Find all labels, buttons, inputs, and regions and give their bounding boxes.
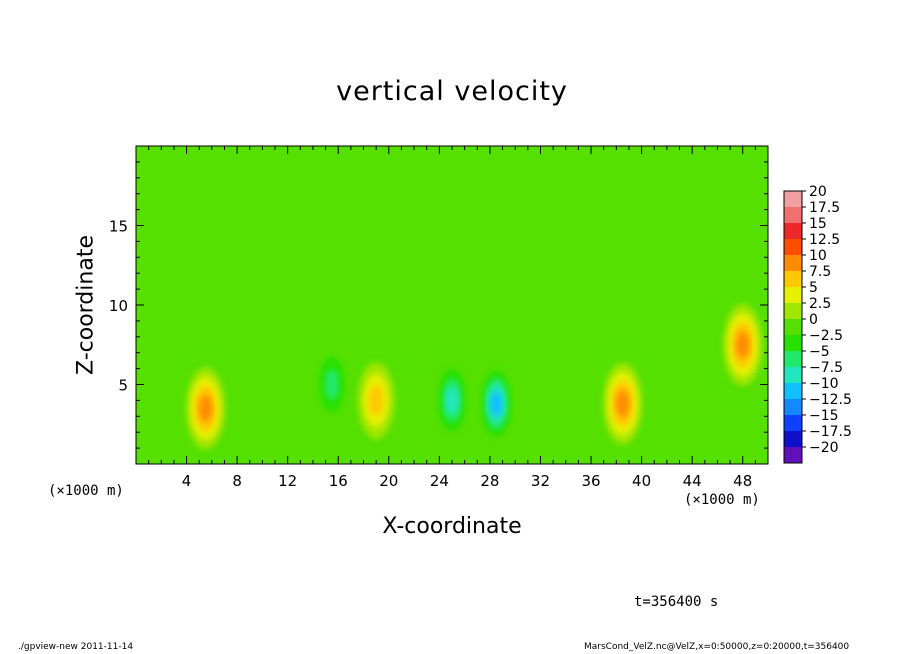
colorbar-swatch-5 <box>784 271 802 288</box>
field-feature-6-contour-4 <box>490 391 503 416</box>
x-tick-label-8: 8 <box>232 472 242 490</box>
footer-left: ./gpview-new 2011-11-14 <box>18 642 134 652</box>
colorbar-label-2: 15 <box>809 216 827 232</box>
colorbar-label-3: 12.5 <box>809 232 840 248</box>
colorbar-swatch-16 <box>784 447 802 464</box>
y-tick-label-5: 5 <box>118 377 128 395</box>
x-tick-label-24: 24 <box>430 472 449 490</box>
colorbar-swatch-2 <box>784 223 802 240</box>
field-feature-5-contour-3 <box>445 387 459 414</box>
colorbar-swatch-14 <box>784 415 802 432</box>
colorbar-label-5: 7.5 <box>809 264 831 280</box>
colorbar-swatch-11 <box>784 367 802 384</box>
field-feature-1-contour-3 <box>368 385 384 416</box>
x-tick-label-4: 4 <box>182 472 192 490</box>
y-axis: 5 10 15 <box>109 161 768 449</box>
colorbar-swatch-0 <box>784 191 802 208</box>
x-tick-label-36: 36 <box>581 472 600 490</box>
colorbar-swatch-9 <box>784 335 802 352</box>
y-axis-label: Z-coordinate <box>73 235 99 375</box>
colorbar-swatch-4 <box>784 255 802 272</box>
x-tick-label-20: 20 <box>379 472 398 490</box>
x-tick-label-12: 12 <box>278 472 297 490</box>
x-unit-label-right: (×1000 m) <box>684 492 760 508</box>
x-tick-label-28: 28 <box>480 472 499 490</box>
plot-area <box>136 146 768 464</box>
colorbar-label-9: −2.5 <box>809 328 843 344</box>
colorbar: 2017.51512.5107.552.50−2.5−5−7.5−10−12.5… <box>783 184 852 464</box>
colorbar-label-0: 20 <box>809 184 827 200</box>
footer-right: MarsCond_VelZ.nc@VelZ,x=0:50000,z=0:2000… <box>584 642 850 652</box>
colorbar-swatch-13 <box>784 399 802 416</box>
colorbar-label-10: −5 <box>809 344 830 360</box>
x-axis: 4 8 12 16 20 24 28 32 36 40 44 48 <box>148 146 756 490</box>
field-feature-2-contour-4 <box>616 390 630 418</box>
colorbar-swatch-10 <box>784 351 802 368</box>
x-axis-label: X-coordinate <box>382 514 522 539</box>
y-tick-label-15: 15 <box>109 218 128 236</box>
colorbar-label-4: 10 <box>809 248 827 264</box>
x-tick-label-32: 32 <box>531 472 550 490</box>
colorbar-label-6: 5 <box>809 280 818 296</box>
colorbar-swatch-1 <box>784 207 802 224</box>
x-tick-label-48: 48 <box>733 472 752 490</box>
colorbar-label-11: −7.5 <box>809 360 843 376</box>
field-features <box>181 294 767 459</box>
colorbar-swatch-8 <box>784 319 802 336</box>
colorbar-label-15: −17.5 <box>809 424 852 440</box>
colorbar-label-12: −10 <box>809 376 839 392</box>
colorbar-swatch-15 <box>784 431 802 448</box>
x-unit-label-left: (×1000 m) <box>48 483 124 499</box>
colorbar-label-1: 17.5 <box>809 200 840 216</box>
chart-title: vertical velocity <box>336 76 568 107</box>
x-tick-label-44: 44 <box>683 472 702 490</box>
time-label: t=356400 s <box>634 594 719 610</box>
colorbar-swatch-6 <box>784 287 802 304</box>
x-tick-label-40: 40 <box>632 472 651 490</box>
colorbar-label-7: 2.5 <box>809 296 831 312</box>
x-tick-label-16: 16 <box>329 472 348 490</box>
y-tick-label-10: 10 <box>109 297 128 315</box>
field-feature-0-contour-4 <box>198 394 213 422</box>
colorbar-frame <box>783 190 803 464</box>
colorbar-label-8: 0 <box>809 312 818 328</box>
colorbar-label-13: −12.5 <box>809 392 852 408</box>
colorbar-swatch-3 <box>784 239 802 256</box>
colorbar-label-14: −15 <box>809 408 839 424</box>
colorbar-swatch-7 <box>784 303 802 320</box>
field-feature-3-contour-4 <box>736 331 750 359</box>
colorbar-label-16: −20 <box>809 440 839 456</box>
field-feature-4-contour-2 <box>324 369 340 400</box>
colorbar-swatch-12 <box>784 383 802 400</box>
